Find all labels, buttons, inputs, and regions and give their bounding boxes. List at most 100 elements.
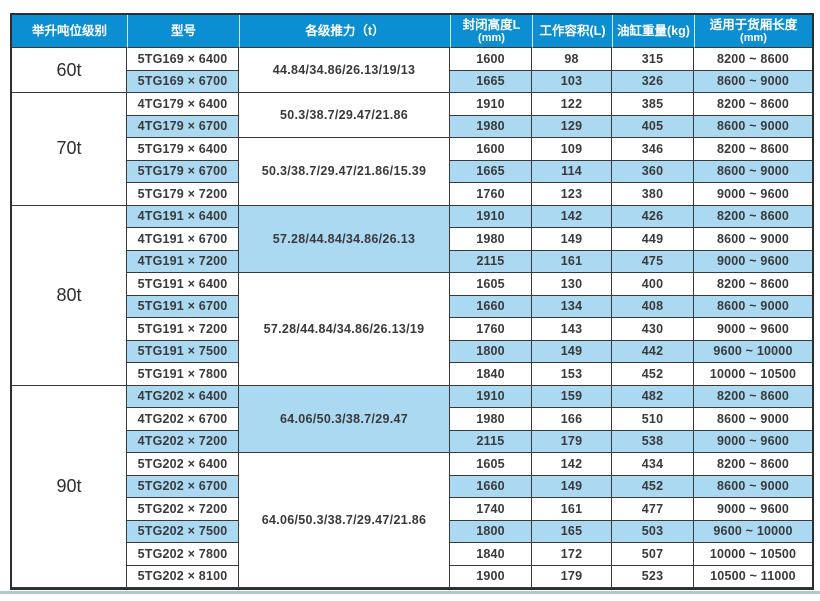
working-volume-cell: 109 <box>532 138 612 161</box>
bottom-divider <box>0 591 820 594</box>
box-length-cell: 8600 ~ 9000 <box>694 70 812 93</box>
model-cell: 5TG191 × 6400 <box>127 273 239 296</box>
column-header-4: 工作容积(L) <box>532 15 612 48</box>
closed-height-cell: 1800 <box>450 340 532 363</box>
table-row: 5TG179 × 6400 50.3/38.7/29.47/21.86/15.39… <box>12 138 812 206</box>
model-cell: 5TG169 × 6700 <box>127 70 239 93</box>
cylinder-weight-cell: 408 <box>612 295 694 318</box>
thrust-cell: 64.06/50.3/38.7/29.47/21.86 <box>239 453 450 588</box>
table-row: 5TG202 × 6700 1660 149 452 8600 ~ 9000 <box>12 475 812 498</box>
cylinder-weight-cell: 449 <box>612 228 694 251</box>
table-row: 80t 4TG191 × 6400 57.28/44.84/34.86/26.13 1… <box>12 205 812 386</box>
cylinder-weight-cell: 452 <box>612 475 694 498</box>
column-header-1: 型号 <box>127 15 239 48</box>
closed-height-cell: 1760 <box>450 183 532 206</box>
table-row: 5TG191 × 6700 1660 134 408 8600 ~ 9000 <box>12 295 812 318</box>
working-volume-cell: 166 <box>532 408 612 431</box>
table-row: 5TG191 × 7500 1800 149 442 9600 ~ 10000 <box>12 340 812 363</box>
closed-height-cell: 1665 <box>450 70 532 93</box>
column-header-3: 封闭高度L (mm) <box>450 15 532 48</box>
cylinder-weight-cell: 475 <box>612 250 694 273</box>
table-row: 5TG202 × 8100 1900 179 523 10500 ~ 11000 <box>12 565 812 588</box>
box-length-cell: 10000 ~ 10500 <box>694 363 812 386</box>
cylinder-weight-cell: 503 <box>612 520 694 543</box>
cylinder-weight-cell: 482 <box>612 385 694 408</box>
model-cell: 4TG191 × 6400 <box>127 205 239 228</box>
working-volume-cell: 114 <box>532 160 612 183</box>
working-volume-cell: 161 <box>532 498 612 521</box>
box-length-cell: 9000 ~ 9600 <box>694 318 812 341</box>
model-cell: 5TG191 × 7800 <box>127 363 239 386</box>
tonnage-cell: 60t <box>12 48 127 93</box>
table-row: 5TG191 × 6400 57.28/44.84/34.86/26.13/19 1… <box>12 273 812 386</box>
table-row: 5TG202 × 7800 1840 172 507 10000 ~ 10500 <box>12 543 812 566</box>
working-volume-cell: 123 <box>532 183 612 206</box>
working-volume-cell: 165 <box>532 520 612 543</box>
model-cell: 5TG202 × 6700 <box>127 475 239 498</box>
box-length-cell: 8600 ~ 9000 <box>694 160 812 183</box>
tonnage-cell: 80t <box>12 205 127 386</box>
closed-height-cell: 1660 <box>450 475 532 498</box>
box-length-cell: 8200 ~ 8600 <box>694 205 812 228</box>
working-volume-cell: 142 <box>532 453 612 476</box>
box-length-cell: 9000 ~ 9600 <box>694 183 812 206</box>
working-volume-cell: 153 <box>532 363 612 386</box>
cylinder-weight-cell: 523 <box>612 565 694 588</box>
box-length-cell: 8200 ~ 8600 <box>694 138 812 161</box>
table-row: 5TG202 × 7500 1800 165 503 9600 ~ 10000 <box>12 520 812 543</box>
cylinder-weight-cell: 538 <box>612 430 694 453</box>
spec-table: 举升吨位级别 型号 各级推力（t） 封闭高度L (mm) 工作容积(L) 油缸重量(kg) 适… <box>10 13 814 590</box>
table-body: 60t 5TG169 × 6400 44.84/34.86/26.13/19/13 1… <box>12 48 812 588</box>
table-row: 5TG179 × 6700 1665 114 360 8600 ~ 9000 <box>12 160 812 183</box>
box-length-cell: 9600 ~ 10000 <box>694 520 812 543</box>
cylinder-weight-cell: 315 <box>612 48 694 71</box>
column-header-6: 适用于货厢长度 (mm) <box>694 15 812 48</box>
box-length-cell: 8600 ~ 9000 <box>694 295 812 318</box>
model-cell: 4TG179 × 6700 <box>127 115 239 138</box>
box-length-cell: 9000 ~ 9600 <box>694 250 812 273</box>
closed-height-cell: 1840 <box>450 363 532 386</box>
box-length-cell: 9000 ~ 9600 <box>694 430 812 453</box>
model-cell: 5TG169 × 6400 <box>127 48 239 71</box>
model-cell: 4TG191 × 6700 <box>127 228 239 251</box>
thrust-cell: 57.28/44.84/34.86/26.13/19 <box>239 273 450 386</box>
closed-height-cell: 1760 <box>450 318 532 341</box>
model-cell: 4TG202 × 6700 <box>127 408 239 431</box>
working-volume-cell: 172 <box>532 543 612 566</box>
model-cell: 5TG179 × 6400 <box>127 138 239 161</box>
table-row: 5TG202 × 7200 1740 161 477 9000 ~ 9600 <box>12 498 812 521</box>
table-row: 4TG202 × 6700 1980 166 510 8600 ~ 9000 <box>12 408 812 431</box>
closed-height-cell: 1980 <box>450 228 532 251</box>
box-length-cell: 10500 ~ 11000 <box>694 565 812 588</box>
working-volume-cell: 122 <box>532 93 612 116</box>
working-volume-cell: 179 <box>532 565 612 588</box>
closed-height-cell: 2115 <box>450 250 532 273</box>
table-row: 4TG179 × 6700 1980 129 405 8600 ~ 9000 <box>12 115 812 138</box>
model-cell: 5TG191 × 6700 <box>127 295 239 318</box>
table-row: 60t 5TG169 × 6400 44.84/34.86/26.13/19/13 1… <box>12 48 812 93</box>
closed-height-cell: 1605 <box>450 453 532 476</box>
box-length-cell: 8600 ~ 9000 <box>694 475 812 498</box>
thrust-cell: 64.06/50.3/38.7/29.47 <box>239 385 450 453</box>
model-cell: 5TG202 × 7800 <box>127 543 239 566</box>
working-volume-cell: 130 <box>532 273 612 296</box>
box-length-cell: 8600 ~ 9000 <box>694 408 812 431</box>
model-cell: 4TG191 × 7200 <box>127 250 239 273</box>
table-row: 5TG191 × 7800 1840 153 452 10000 ~ 10500 <box>12 363 812 386</box>
box-length-cell: 8600 ~ 9000 <box>694 228 812 251</box>
box-length-cell: 9000 ~ 9600 <box>694 498 812 521</box>
table-row: 4TG202 × 7200 2115 179 538 9000 ~ 9600 <box>12 430 812 453</box>
column-header-2: 各级推力（t） <box>239 15 450 48</box>
box-length-cell: 8200 ~ 8600 <box>694 93 812 116</box>
model-cell: 4TG202 × 7200 <box>127 430 239 453</box>
model-cell: 5TG191 × 7500 <box>127 340 239 363</box>
box-length-cell: 8200 ~ 8600 <box>694 385 812 408</box>
box-length-cell: 9600 ~ 10000 <box>694 340 812 363</box>
model-cell: 5TG202 × 7200 <box>127 498 239 521</box>
closed-height-cell: 1660 <box>450 295 532 318</box>
table-header-row: 举升吨位级别 型号 各级推力（t） 封闭高度L (mm) 工作容积(L) 油缸重量(kg) 适… <box>12 15 812 48</box>
box-length-cell: 8200 ~ 8600 <box>694 453 812 476</box>
closed-height-cell: 1910 <box>450 93 532 116</box>
model-cell: 5TG179 × 6700 <box>127 160 239 183</box>
cylinder-weight-cell: 442 <box>612 340 694 363</box>
